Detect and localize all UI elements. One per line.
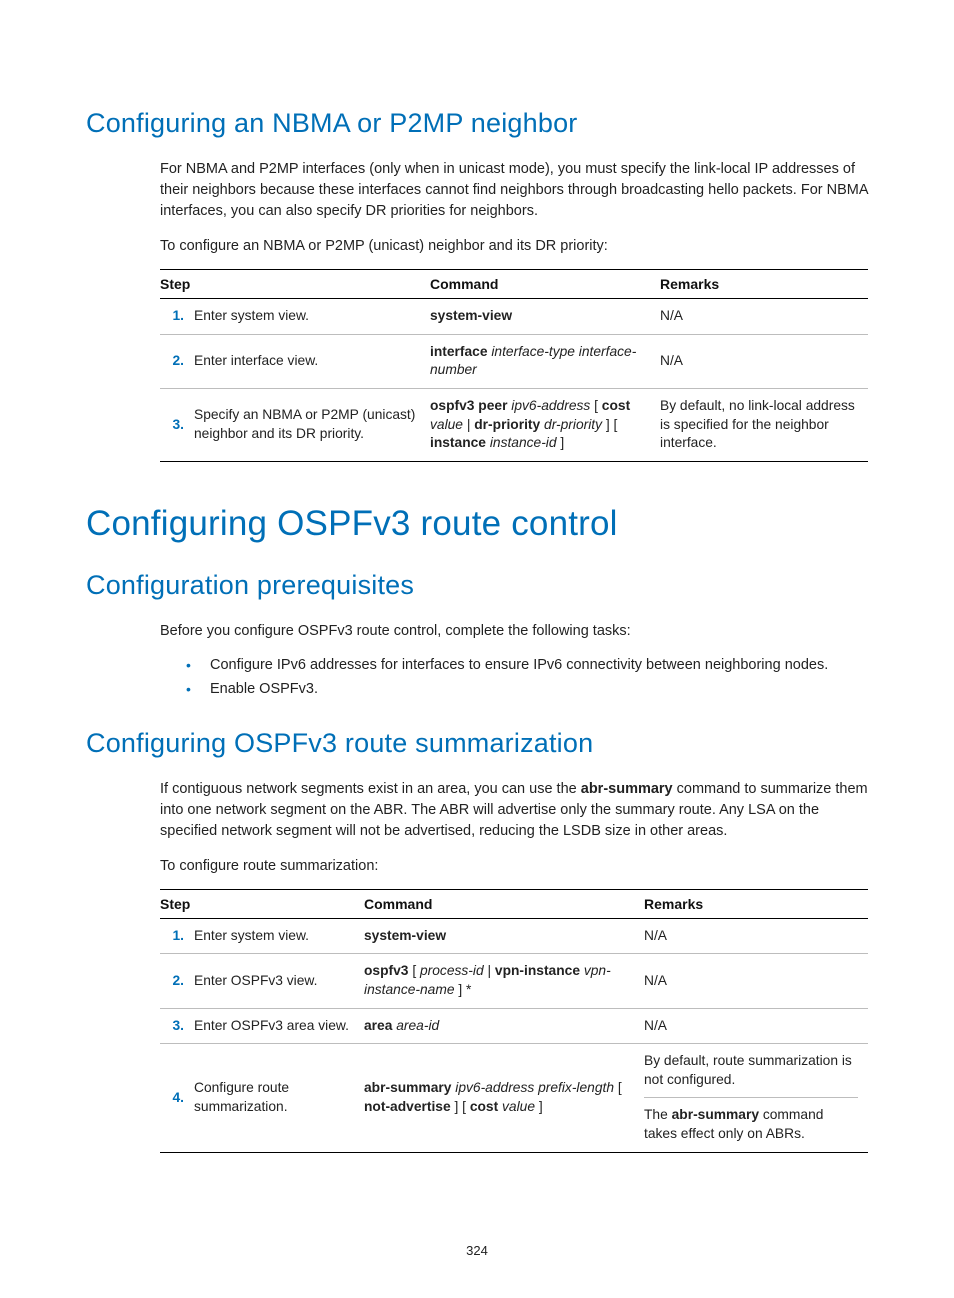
- table-row: 2. Enter interface view. interface inter…: [160, 334, 868, 388]
- table-nbma: Step Command Remarks 1. Enter system vie…: [160, 269, 868, 462]
- cmd-cell: area area-id: [364, 1008, 644, 1044]
- th-command: Command: [364, 889, 644, 918]
- th-step: Step: [160, 889, 364, 918]
- step-num: 2.: [172, 973, 184, 988]
- cmd-cell: ospfv3 peer ipv6-address [ cost value | …: [430, 388, 660, 461]
- cmd-cell: abr-summary ipv6-address prefix-length […: [364, 1044, 644, 1153]
- para-summ-intro: To configure route summarization:: [160, 856, 868, 877]
- heading-prereq: Configuration prerequisites: [86, 570, 868, 601]
- cmd-cell: system-view: [430, 299, 660, 335]
- step-num: 3.: [172, 1018, 184, 1033]
- table-summ: Step Command Remarks 1. Enter system vie…: [160, 889, 868, 1153]
- table-row: 3. Enter OSPFv3 area view. area area-id …: [160, 1008, 868, 1044]
- para-prereq-intro: Before you configure OSPFv3 route contro…: [160, 621, 868, 642]
- remarks-cell: N/A: [644, 918, 868, 954]
- step-text: Specify an NBMA or P2MP (unicast) neighb…: [194, 388, 430, 461]
- th-remarks: Remarks: [644, 889, 868, 918]
- table-row: 3. Specify an NBMA or P2MP (unicast) nei…: [160, 388, 868, 461]
- para-nbma-desc: For NBMA and P2MP interfaces (only when …: [160, 159, 868, 222]
- step-num: 3.: [172, 417, 184, 432]
- heading-route-control: Configuring OSPFv3 route control: [86, 504, 868, 544]
- remarks-cell: By default, no link-local address is spe…: [660, 388, 868, 461]
- step-num: 2.: [172, 353, 184, 368]
- step-text: Enter system view.: [194, 299, 430, 335]
- step-text: Enter interface view.: [194, 334, 430, 388]
- table-row: 1. Enter system view. system-view N/A: [160, 299, 868, 335]
- step-text: Enter OSPFv3 view.: [194, 954, 364, 1008]
- step-num: 1.: [172, 928, 184, 943]
- step-text: Enter system view.: [194, 918, 364, 954]
- table-row: 4. Configure route summarization. abr-su…: [160, 1044, 868, 1153]
- remarks-cell: By default, route summarization is not c…: [644, 1044, 868, 1153]
- remarks-cell: N/A: [644, 954, 868, 1008]
- heading-nbma-neighbor: Configuring an NBMA or P2MP neighbor: [86, 108, 868, 139]
- th-step: Step: [160, 270, 430, 299]
- remarks-cell: N/A: [660, 299, 868, 335]
- page-number: 324: [86, 1243, 868, 1258]
- heading-route-summ: Configuring OSPFv3 route summarization: [86, 728, 868, 759]
- para-summ-desc: If contiguous network segments exist in …: [160, 779, 868, 842]
- remarks-cell: N/A: [660, 334, 868, 388]
- para-nbma-intro: To configure an NBMA or P2MP (unicast) n…: [160, 236, 868, 257]
- th-command: Command: [430, 270, 660, 299]
- prereq-list: Configure IPv6 addresses for interfaces …: [160, 654, 868, 702]
- cmd-cell: system-view: [364, 918, 644, 954]
- step-text: Configure route summarization.: [194, 1044, 364, 1153]
- list-item: Configure IPv6 addresses for interfaces …: [186, 654, 868, 678]
- step-text: Enter OSPFv3 area view.: [194, 1008, 364, 1044]
- table-row: 2. Enter OSPFv3 view. ospfv3 [ process-i…: [160, 954, 868, 1008]
- th-remarks: Remarks: [660, 270, 868, 299]
- cmd-cell: ospfv3 [ process-id | vpn-instance vpn-i…: [364, 954, 644, 1008]
- cmd-cell: interface interface-type interface-numbe…: [430, 334, 660, 388]
- step-num: 4.: [172, 1090, 184, 1105]
- list-item: Enable OSPFv3.: [186, 678, 868, 702]
- step-num: 1.: [172, 308, 184, 323]
- remarks-cell: N/A: [644, 1008, 868, 1044]
- table-row: 1. Enter system view. system-view N/A: [160, 918, 868, 954]
